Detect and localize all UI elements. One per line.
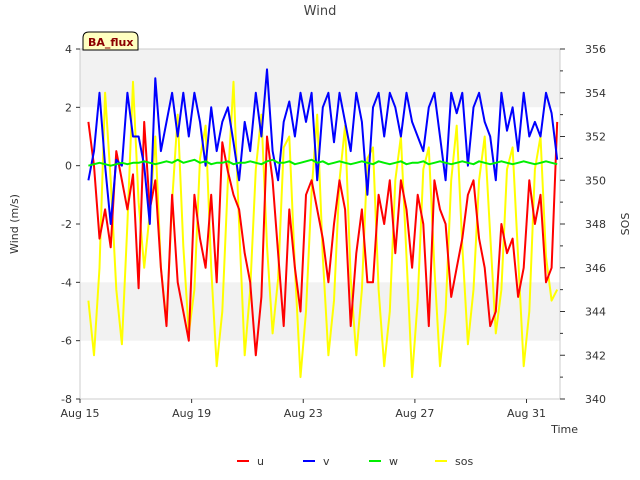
tick-label: 348 bbox=[585, 218, 606, 231]
tick-label: Aug 15 bbox=[61, 407, 100, 420]
y-axis-label-left: Wind (m/s) bbox=[8, 194, 21, 254]
tick-label: -2 bbox=[61, 218, 72, 231]
tick-label: 340 bbox=[585, 393, 606, 406]
legend: u v w sos bbox=[237, 455, 473, 468]
y-axis-label-right: SOS bbox=[619, 213, 632, 236]
tick-label: 350 bbox=[585, 174, 606, 187]
band bbox=[80, 49, 560, 108]
tick-label: 344 bbox=[585, 306, 606, 319]
station-label: BA_flux bbox=[88, 36, 133, 49]
tick-label: 354 bbox=[585, 87, 606, 100]
tick-label: 346 bbox=[585, 262, 606, 275]
x-axis: Aug 15 Aug 19 Aug 23 Aug 27 Aug 31 bbox=[61, 399, 546, 420]
tick-label: 0 bbox=[65, 160, 72, 173]
tick-label: 2 bbox=[65, 101, 72, 114]
series-layer bbox=[87, 68, 559, 379]
chart-title: Wind bbox=[304, 4, 337, 19]
tick-label: Aug 31 bbox=[507, 407, 546, 420]
x-axis-label: Time bbox=[550, 423, 578, 436]
tick-label: 4 bbox=[65, 43, 72, 56]
tick-label: -6 bbox=[61, 335, 72, 348]
tick-label: Aug 27 bbox=[395, 407, 434, 420]
legend-label-sos: sos bbox=[455, 455, 473, 468]
tick-label: Aug 23 bbox=[284, 407, 323, 420]
series-line-u bbox=[87, 120, 559, 357]
legend-label-w: w bbox=[389, 455, 398, 468]
station-badge: BA_flux bbox=[82, 31, 139, 51]
tick-label: 342 bbox=[585, 349, 606, 362]
series-line-w bbox=[88, 158, 558, 167]
tick-label: -4 bbox=[61, 276, 72, 289]
right-y-axis: 340 342 344 346 348 350 352 354 356 bbox=[560, 43, 606, 406]
legend-label-u: u bbox=[257, 455, 264, 468]
tick-label: 356 bbox=[585, 43, 606, 56]
left-y-axis: -8 -6 -4 -2 0 2 4 bbox=[61, 43, 80, 406]
tick-label: Aug 19 bbox=[172, 407, 211, 420]
legend-label-v: v bbox=[323, 455, 330, 468]
series-line-v bbox=[87, 68, 559, 225]
tick-label: -8 bbox=[61, 393, 72, 406]
band bbox=[80, 282, 560, 341]
tick-label: 352 bbox=[585, 131, 606, 144]
